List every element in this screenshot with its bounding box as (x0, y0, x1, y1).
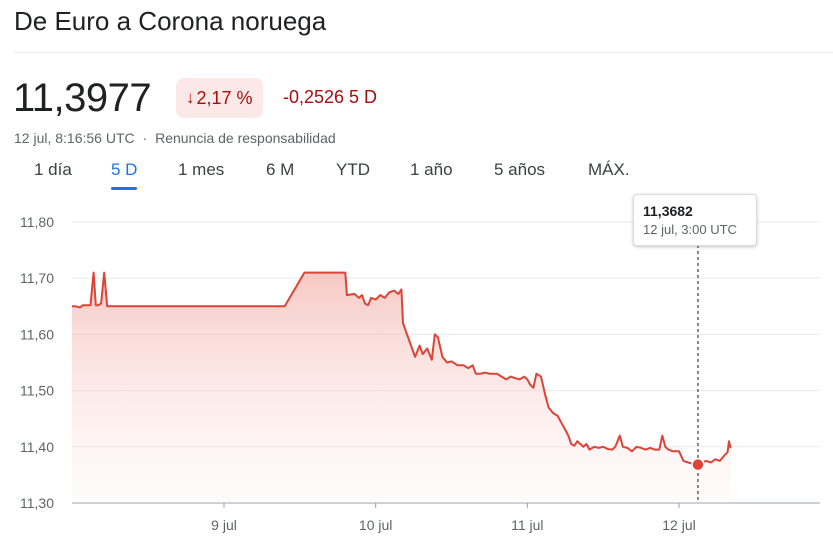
active-tab-indicator (111, 187, 138, 190)
tooltip-value: 11,3682 (643, 203, 693, 219)
change-percent: 2,17 % (196, 87, 253, 108)
y-tick-label: 11,40 (20, 439, 54, 455)
x-tick-label: 12 jul (662, 517, 695, 533)
tab-6-m[interactable]: 6 M (266, 160, 295, 179)
tab-5-d[interactable]: 5 D (111, 160, 138, 190)
separator: · (142, 130, 148, 146)
x-tick-label: 11 jul (511, 517, 543, 533)
timestamp: 12 jul, 8:16:56 UTC (14, 130, 135, 146)
y-tick-label: 11,30 (20, 495, 54, 511)
tab-max[interactable]: MÁX. (588, 160, 630, 179)
tab-1-mes[interactable]: 1 mes (178, 160, 225, 179)
change-percent-badge: ↓ 2,17 % (176, 78, 263, 118)
y-tick-label: 11,60 (20, 326, 54, 342)
y-tick-label: 11,70 (20, 270, 54, 286)
price-subline: 12 jul, 8:16:56 UTC · Renuncia de respon… (14, 130, 336, 146)
current-price: 11,3977 (13, 76, 152, 120)
page-title: De Euro a Corona noruega (14, 6, 327, 36)
tab-5-anos[interactable]: 5 años (494, 160, 546, 179)
hover-point (691, 457, 705, 472)
tab-1-dia[interactable]: 1 día (34, 160, 72, 179)
range-tabs: 1 día 5 D 1 mes 6 M YTD 1 año 5 años MÁX… (0, 160, 833, 190)
x-tick-label: 9 jul (211, 517, 237, 533)
series-line (72, 271, 732, 466)
disclaimer-link[interactable]: Renuncia de responsabilidad (155, 130, 336, 146)
chart-tooltip: 11,3682 12 jul, 3:00 UTC (633, 194, 757, 246)
series-area (72, 272, 731, 503)
x-tick-label: 10 jul (359, 517, 392, 533)
price-chart[interactable]: 11,80 11,70 11,60 11,50 11,40 11,30 9 jul 10 j… (0, 195, 833, 547)
change-value: -0,2526 5 D (283, 87, 378, 107)
y-tick-label: 11,50 (20, 383, 54, 399)
arrow-down-icon: ↓ (186, 88, 195, 107)
tab-ytd[interactable]: YTD (336, 160, 370, 179)
tab-1-ano[interactable]: 1 año (410, 160, 453, 179)
title-divider (14, 52, 833, 53)
y-tick-label: 11,80 (20, 214, 54, 230)
tooltip-time: 12 jul, 3:00 UTC (643, 222, 737, 237)
tab-5-d-label: 5 D (111, 160, 138, 179)
